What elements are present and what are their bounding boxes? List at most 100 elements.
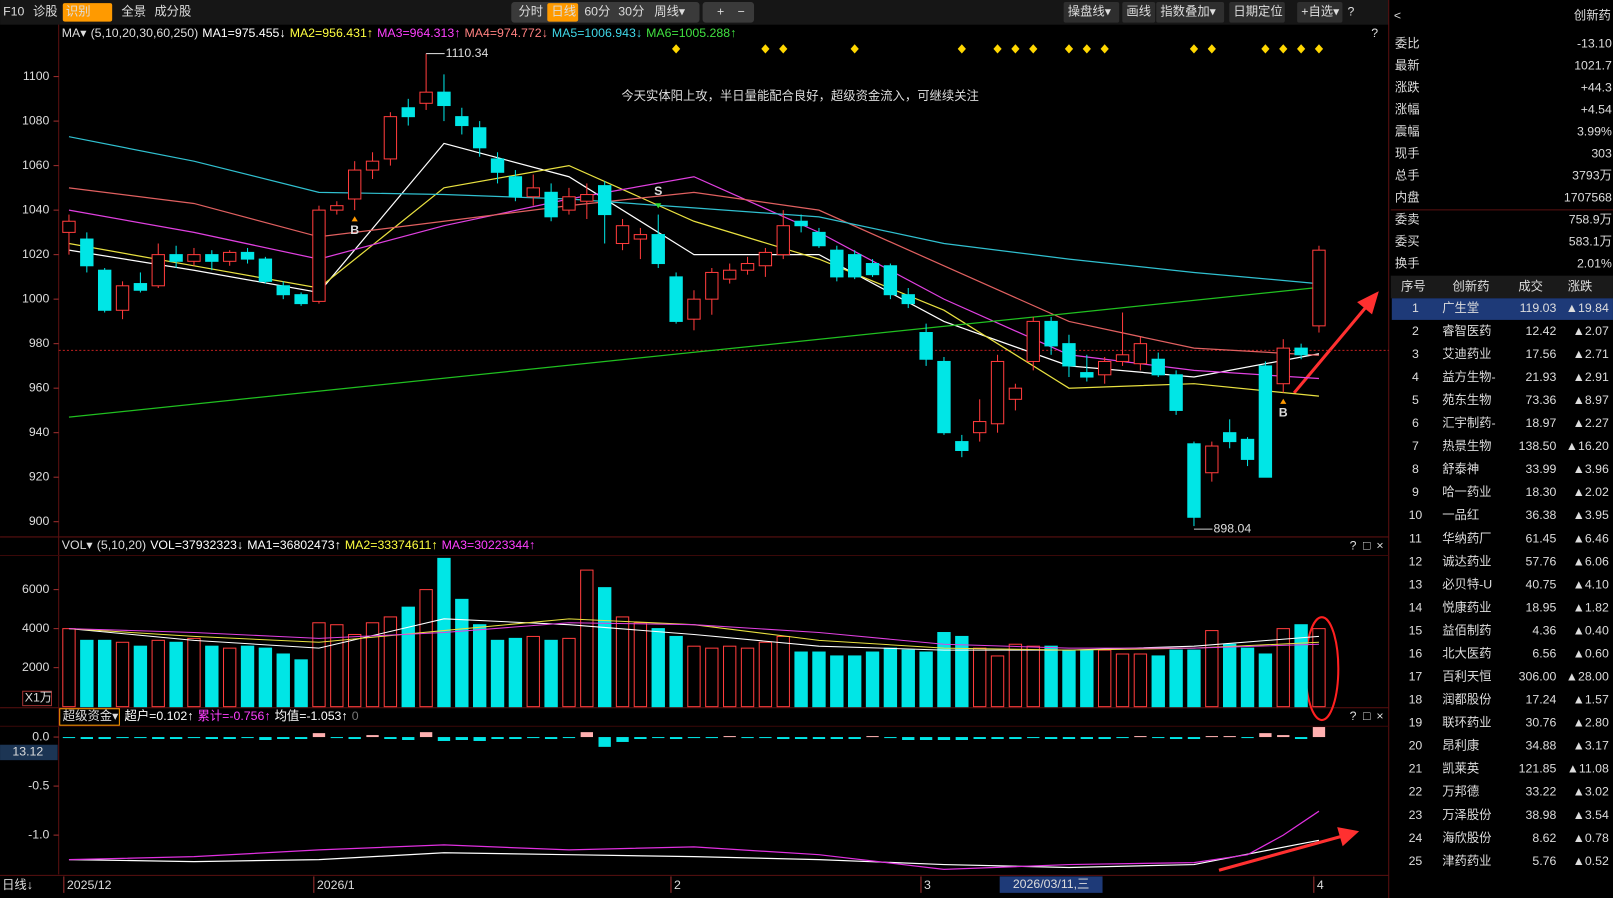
panel-icon[interactable]: ? bbox=[1350, 709, 1357, 723]
row-price: 18.30 bbox=[1526, 485, 1557, 499]
row-price: 57.76 bbox=[1526, 554, 1557, 568]
header-item: (5,10,20) bbox=[97, 538, 146, 552]
row-name: 汇宇制药- bbox=[1442, 415, 1495, 430]
signal-diamond bbox=[993, 44, 1002, 54]
back-button[interactable]: < bbox=[1394, 9, 1401, 23]
row-rank: 15 bbox=[1409, 623, 1423, 637]
y-tick-label: -0.5 bbox=[28, 778, 49, 792]
toolbar-button[interactable]: 操盘线▾ bbox=[1068, 4, 1112, 19]
zoom-button[interactable]: − bbox=[738, 5, 745, 19]
row-change: ▲6.06 bbox=[1573, 554, 1609, 568]
help-button[interactable]: ? bbox=[1348, 5, 1355, 19]
candle-body bbox=[847, 254, 862, 278]
signal-diamond bbox=[1082, 44, 1091, 54]
signal-diamond bbox=[1100, 44, 1109, 54]
row-change: ▲3.54 bbox=[1573, 808, 1609, 822]
signal-label: S bbox=[654, 184, 662, 198]
volume-bar bbox=[1187, 649, 1201, 708]
panel-icon[interactable]: × bbox=[1376, 538, 1383, 552]
fund-bar bbox=[223, 737, 236, 740]
toolbar-button[interactable]: 诊股 bbox=[33, 5, 58, 19]
volume-bar bbox=[1115, 653, 1130, 708]
toolbar-button[interactable]: 日期定位 bbox=[1233, 4, 1282, 19]
period-button[interactable]: 30分 bbox=[618, 5, 644, 19]
fund-bar bbox=[955, 737, 968, 740]
fund-bar bbox=[294, 737, 308, 740]
row-price: 18.97 bbox=[1526, 416, 1557, 430]
candle-body bbox=[419, 91, 433, 104]
panel-icon[interactable]: □ bbox=[1363, 709, 1371, 723]
toolbar-button[interactable]: 成分股 bbox=[154, 5, 191, 19]
row-rank: 8 bbox=[1412, 462, 1419, 476]
y-tick-label: 980 bbox=[29, 336, 50, 350]
fund-bar bbox=[759, 737, 772, 739]
row-change: ▲2.02 bbox=[1573, 485, 1609, 499]
row-rank: 2 bbox=[1412, 324, 1419, 338]
row-change: ▲11.08 bbox=[1567, 762, 1609, 776]
row-name: 必贝特-U bbox=[1442, 576, 1492, 591]
candle-body bbox=[705, 271, 719, 300]
signal-diamond bbox=[779, 44, 788, 54]
zoom-button[interactable]: + bbox=[717, 5, 724, 19]
fund-bar bbox=[152, 737, 165, 740]
fund-bar bbox=[973, 737, 986, 740]
row-name: 津药药业 bbox=[1442, 854, 1491, 868]
fund-bar bbox=[384, 737, 397, 740]
panel-icon[interactable]: ? bbox=[1350, 538, 1357, 552]
toolbar-button[interactable]: 识别 bbox=[66, 5, 91, 19]
volume-bar bbox=[80, 639, 94, 708]
fund-bar bbox=[1027, 737, 1040, 739]
side-title: 创新药 bbox=[1574, 8, 1611, 23]
toolbar-button[interactable]: 画线 bbox=[1126, 5, 1151, 19]
row-rank: 11 bbox=[1409, 531, 1422, 545]
annotation: 今天实体阳上攻，半日量能配合良好，超级资金流入，可继续关注 bbox=[621, 88, 979, 103]
indicator-line bbox=[68, 136, 1320, 285]
toolbar-button[interactable]: 全景 bbox=[121, 4, 146, 19]
toolbar-button[interactable]: +自选▾ bbox=[1301, 5, 1340, 19]
row-name: 凯莱英 bbox=[1442, 762, 1479, 776]
fund-bar bbox=[1312, 727, 1326, 738]
quote-label: 委比 bbox=[1395, 36, 1420, 50]
period-button[interactable]: 日线 bbox=[551, 5, 576, 19]
row-name: 益方生物- bbox=[1442, 369, 1495, 384]
row-change: ▲1.57 bbox=[1573, 693, 1609, 707]
candle-body bbox=[240, 251, 255, 260]
quote-value: -13.10 bbox=[1577, 36, 1612, 50]
candle-body bbox=[758, 251, 773, 267]
candle-body bbox=[955, 441, 969, 452]
fund-bar bbox=[312, 733, 326, 738]
fund-bar bbox=[116, 737, 129, 739]
fund-bar bbox=[1223, 736, 1236, 738]
fund-bar bbox=[652, 737, 665, 739]
row-name: 百利天恒 bbox=[1442, 670, 1491, 684]
y-tick-label: 1080 bbox=[22, 113, 50, 127]
period-button[interactable]: 60分 bbox=[584, 5, 610, 19]
volume-bar bbox=[1169, 649, 1183, 708]
row-name: 艾迪药业 bbox=[1442, 347, 1491, 361]
period-button[interactable]: 分时 bbox=[518, 5, 543, 19]
row-rank: 20 bbox=[1409, 739, 1423, 753]
indicator-header: VOL▾ (5,10,20) VOL=37932323↓ MA1=36802473↑ M… bbox=[62, 538, 535, 552]
toolbar-button[interactable]: 指数叠加▾ bbox=[1160, 4, 1216, 19]
candle-body bbox=[80, 238, 94, 267]
row-change: ▲6.46 bbox=[1573, 531, 1609, 545]
toolbar-button[interactable]: F10 bbox=[3, 5, 24, 19]
fund-bar bbox=[848, 737, 861, 740]
row-change: ▲3.17 bbox=[1573, 739, 1609, 753]
fund-bar bbox=[1205, 736, 1218, 738]
panel-icon[interactable]: × bbox=[1376, 709, 1383, 723]
row-rank: 7 bbox=[1412, 439, 1419, 453]
volume-bar bbox=[990, 655, 1005, 708]
header-item: MA1=975.455↓ bbox=[202, 26, 285, 40]
row-price: 73.36 bbox=[1526, 393, 1557, 407]
header-item: MA3=30223344↑ bbox=[442, 538, 536, 552]
row-rank: 19 bbox=[1409, 716, 1423, 730]
header-item: MA2=33374611↑ bbox=[345, 538, 438, 552]
row-change: ▲3.96 bbox=[1573, 462, 1609, 476]
row-rank: 22 bbox=[1409, 785, 1423, 799]
volume-unit: X1万 bbox=[25, 691, 52, 705]
panel-icon[interactable]: □ bbox=[1363, 538, 1371, 552]
quote-label: 换手 bbox=[1395, 257, 1420, 271]
period-button[interactable]: 周线▾ bbox=[654, 5, 686, 19]
